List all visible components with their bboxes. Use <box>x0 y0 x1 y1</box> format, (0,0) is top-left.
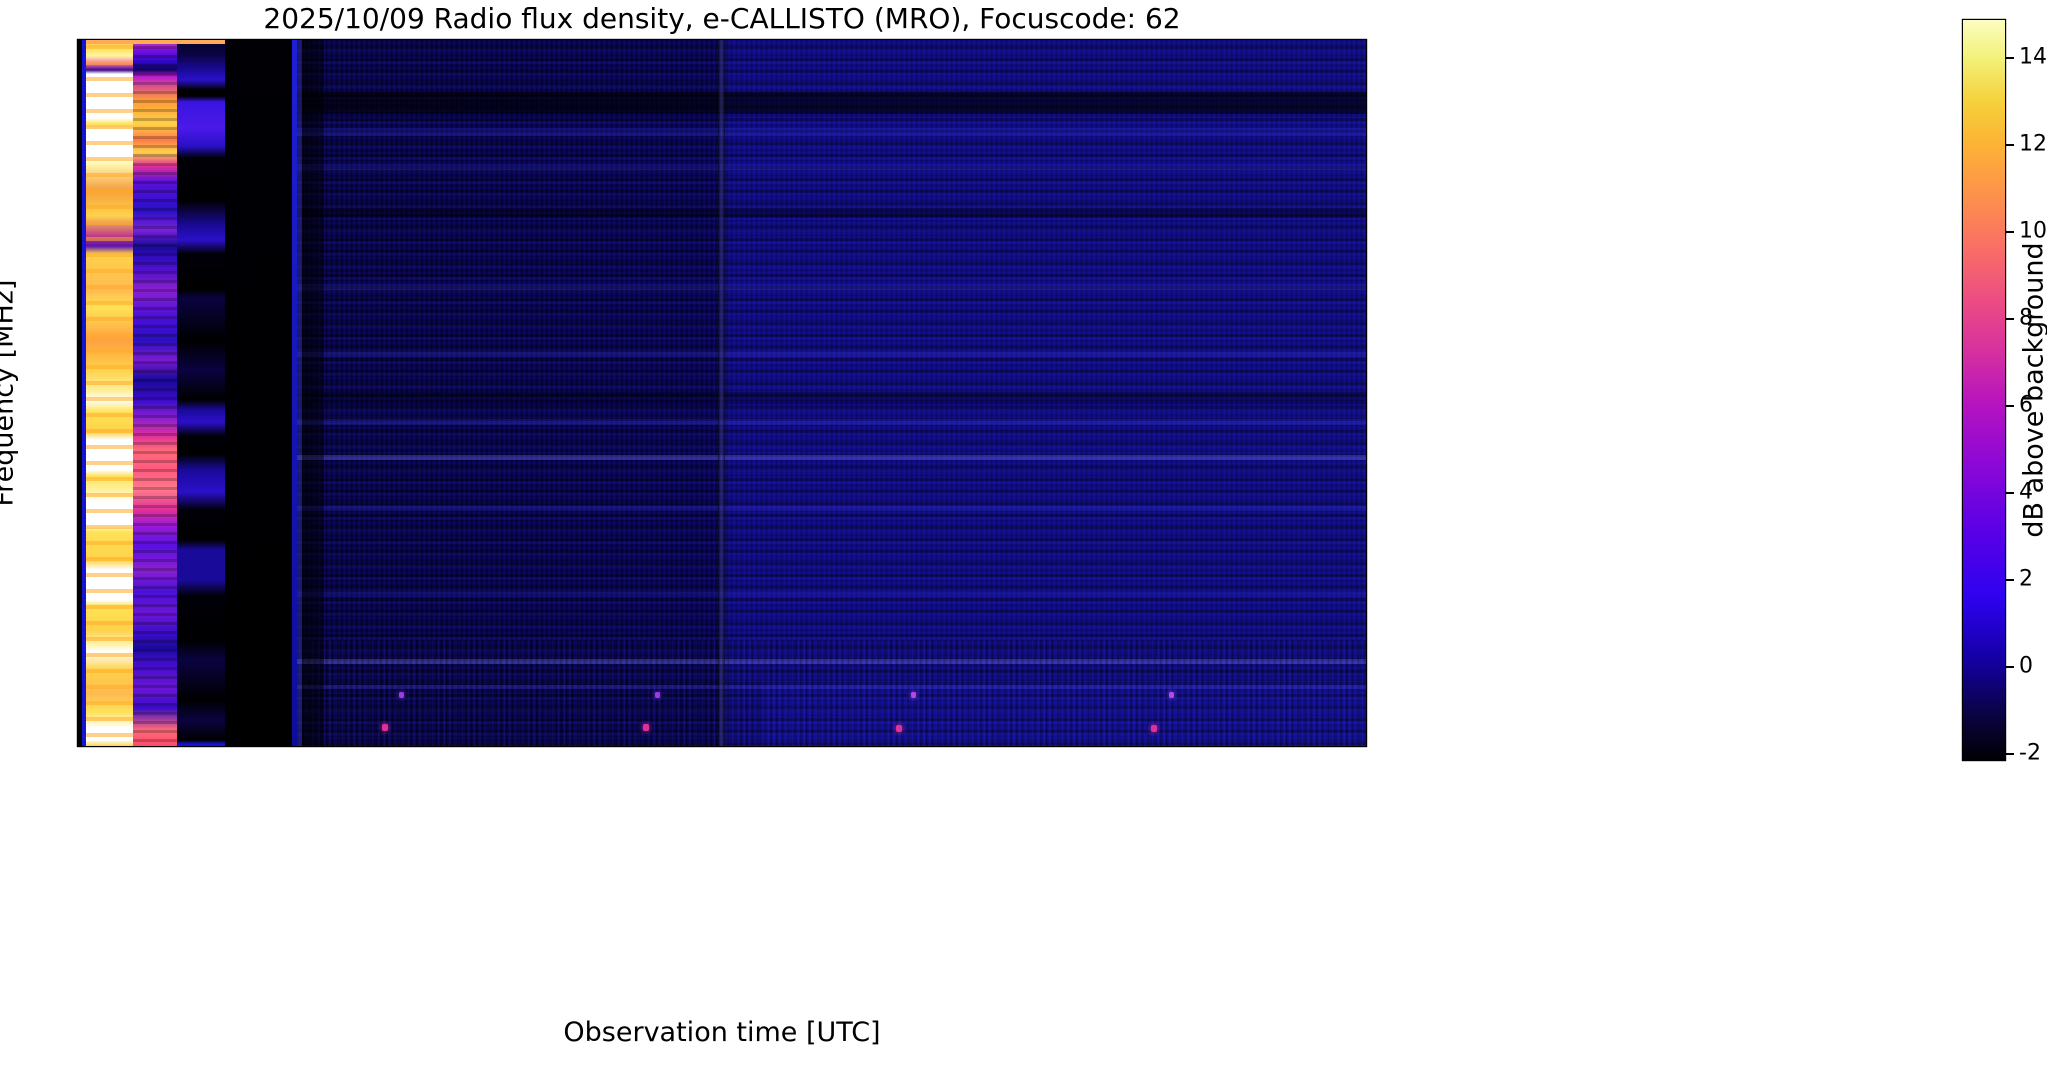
fringe-texture-lower <box>296 640 1366 746</box>
rfi-dot <box>911 692 916 698</box>
colorbar-tick <box>2005 144 2014 146</box>
colorbar-tick <box>2005 492 2014 494</box>
colorbar-tick-label: 8 <box>2019 305 2033 331</box>
dark-band-85MHz <box>296 92 1366 114</box>
colorbar-tick-label: 6 <box>2019 392 2033 418</box>
rfi-dot <box>1169 692 1174 698</box>
colorbar-tick-label: 2 <box>2019 566 2033 592</box>
rfi-dot <box>896 725 902 732</box>
dark-band-55MHz <box>296 392 1366 404</box>
dark-band-74MHz <box>296 208 1366 218</box>
vertical-transient-0436 <box>718 40 725 746</box>
colorbar-tick <box>2005 753 2014 755</box>
horizontal-band-structure <box>296 40 1366 746</box>
bright-band-44MHz <box>296 506 1366 511</box>
calibration-bright-band <box>86 40 133 746</box>
bright-band-59MHz <box>296 352 1366 357</box>
bright-band-82MHz <box>296 128 1366 136</box>
gain-step-lower-block <box>762 681 1366 746</box>
rfi-dot <box>399 692 404 698</box>
colorbar-label: dB above background <box>2018 242 2047 538</box>
colorbar-tick <box>2005 666 2014 668</box>
post-calibration-blue-line <box>292 40 297 746</box>
gain-step-region <box>724 40 1366 746</box>
colorbar-tick-label: 10 <box>2019 218 2047 244</box>
calibration-mid-band <box>133 40 177 746</box>
colorbar-tick-label: 4 <box>2019 479 2033 505</box>
colorbar-tick-label: 14 <box>2019 44 2047 70</box>
bright-ridge-49MHz <box>296 455 1366 460</box>
vertical-transient-0432 <box>302 40 324 746</box>
colorbar-tick <box>2005 318 2014 320</box>
chart-title: 2025/10/09 Radio flux density, e-CALLIST… <box>263 2 1181 35</box>
vertical-transient-0431-edge <box>296 40 302 746</box>
colorbar-tick-label: 0 <box>2019 653 2033 679</box>
bright-band-78MHz <box>296 164 1366 170</box>
colorbar[interactable]: -2 0 2 4 6 8 10 12 14 <box>1963 20 2047 766</box>
bright-ridge-29MHz <box>296 659 1366 664</box>
colorbar-tick <box>2005 231 2014 233</box>
top-saturated-strip <box>86 40 225 44</box>
bright-band-27MHz <box>296 685 1366 689</box>
calibration-blue-edge <box>82 40 86 746</box>
calibration-gutter <box>78 40 84 746</box>
x-axis-label: Observation time [UTC] <box>563 1017 881 1048</box>
rfi-dot <box>655 692 660 698</box>
colorbar-tick-label: 12 <box>2019 131 2047 157</box>
calibration-dark-band <box>177 40 225 746</box>
bright-band-36MHz <box>296 592 1366 597</box>
calibration-separator <box>225 40 296 746</box>
rfi-dot <box>643 724 649 731</box>
spectrogram-main-field <box>296 40 1366 746</box>
rfi-dot <box>1151 725 1157 732</box>
colorbar-tick-label: -2 <box>2019 740 2041 766</box>
colorbar-tick <box>2005 405 2014 407</box>
bright-band-52MHz <box>296 419 1366 425</box>
colorbar-tick <box>2005 57 2014 59</box>
colorbar-tick <box>2005 579 2014 581</box>
y-axis-label: Frequency [MHz] <box>0 279 20 507</box>
rfi-dot <box>382 724 388 731</box>
bright-band-66MHz <box>296 284 1366 290</box>
spectrogram-axes[interactable]: 20 30 40 50 60 70 80 04:30 04:31 04:32 0… <box>78 40 1366 746</box>
